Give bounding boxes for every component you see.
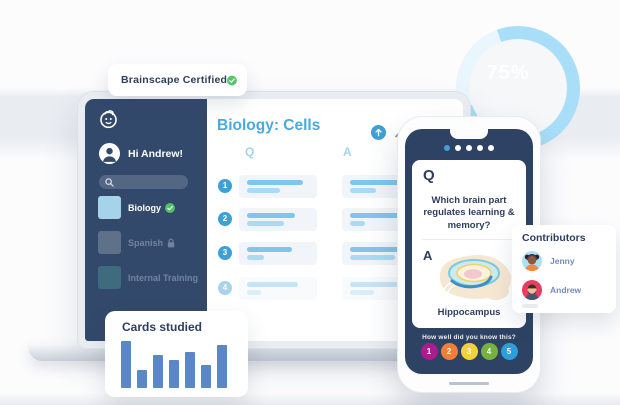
- skeleton-line: [350, 188, 376, 193]
- cards-studied-card: Cards studied: [105, 311, 248, 397]
- skeleton-line: [350, 213, 411, 218]
- greeting: Hi Andrew!: [128, 147, 184, 160]
- deck-label: Spanish: [128, 237, 164, 248]
- answer-text: Hippocampus: [437, 307, 501, 318]
- contributors-title: Contributors: [522, 232, 586, 244]
- bar: [185, 352, 195, 388]
- search-field[interactable]: [118, 176, 182, 188]
- sidebar: Hi Andrew! Biology: [85, 99, 207, 341]
- search-input[interactable]: [99, 175, 188, 189]
- skeleton-line: [247, 290, 262, 295]
- row-number: 3: [218, 246, 232, 260]
- avatar: [522, 251, 542, 271]
- question-label: Q: [423, 167, 435, 184]
- avatar: [522, 280, 542, 300]
- skeleton-line: [247, 221, 285, 226]
- pagination-dot[interactable]: [477, 145, 483, 151]
- certified-badge-label: Brainscape Certified: [121, 74, 228, 86]
- answer-label: A: [423, 248, 433, 263]
- lock-icon: [167, 238, 175, 247]
- check-icon: [227, 75, 237, 85]
- skeleton-line: [350, 180, 418, 185]
- phone-screen: Q Which brain part regulates learning & …: [405, 129, 533, 374]
- row-number: 2: [218, 212, 232, 226]
- background-bottom-band: [0, 393, 620, 405]
- bar-chart: [121, 338, 232, 388]
- bar: [201, 365, 211, 388]
- skeleton-line: [247, 188, 280, 193]
- certified-check-icon: [165, 202, 175, 213]
- question-card: [239, 175, 317, 198]
- question-card: [239, 242, 317, 265]
- row-number: 1: [218, 179, 232, 193]
- rating-buttons: 1 2 3 4 5: [405, 343, 533, 360]
- jenny-avatar-illustration: [524, 254, 540, 271]
- brainscape-logo-icon: [100, 109, 117, 129]
- row-number: 4: [218, 281, 232, 295]
- skeleton-line: [350, 290, 375, 295]
- progress-value: 75%: [486, 62, 530, 84]
- rating-button-3[interactable]: 3: [460, 343, 478, 360]
- rating-button-1[interactable]: 1: [420, 343, 438, 360]
- column-header-a: A: [343, 145, 352, 159]
- home-indicator: [449, 381, 489, 385]
- andrew-avatar-illustration: [525, 284, 539, 300]
- skeleton-line: [247, 255, 265, 260]
- rating-prompt: How well did you know this?: [422, 334, 516, 341]
- skeleton-line: [247, 282, 299, 287]
- skeleton-line: [522, 304, 538, 308]
- rating-button-2[interactable]: 2: [440, 343, 458, 360]
- column-header-q: Q: [245, 145, 255, 159]
- question-text: Which brain part regulates learning & me…: [423, 195, 515, 231]
- deck-label: Biology: [128, 202, 161, 213]
- share-button[interactable]: [371, 125, 386, 140]
- contributors-card: Contributors Jenny: [512, 225, 616, 313]
- skeleton-line: [350, 282, 400, 287]
- divider: [422, 239, 516, 240]
- flashcard[interactable]: Q Which brain part regulates learning & …: [412, 160, 526, 328]
- skeleton-line: [350, 255, 395, 260]
- chart-title: Cards studied: [122, 320, 203, 334]
- contributor-name: Jenny: [550, 256, 575, 266]
- contributor-andrew[interactable]: Andrew: [522, 280, 581, 300]
- skeleton-line: [350, 247, 421, 252]
- sidebar-item-spanish[interactable]: Spanish: [98, 231, 203, 254]
- pagination-dots: [405, 145, 533, 151]
- skeleton-line: [247, 180, 304, 185]
- contributor-jenny[interactable]: Jenny: [522, 251, 575, 271]
- sidebar-item-internal-training[interactable]: Internal Training: [98, 266, 203, 289]
- phone-notch: [450, 129, 488, 139]
- deck-thumbnail: [98, 266, 121, 289]
- rating-button-4[interactable]: 4: [480, 343, 498, 360]
- bar: [169, 360, 179, 388]
- search-icon: [105, 177, 114, 187]
- deck-thumbnail: [98, 196, 121, 219]
- pagination-dot[interactable]: [466, 145, 472, 151]
- deck-title: Biology: Cells: [217, 117, 321, 134]
- deck-thumbnail: [98, 231, 121, 254]
- rating-button-5[interactable]: 5: [500, 343, 518, 360]
- question-card: [239, 208, 317, 231]
- bar: [121, 341, 131, 388]
- pagination-dot[interactable]: [455, 145, 461, 151]
- skeleton-line: [247, 213, 296, 218]
- pagination-dot[interactable]: [444, 145, 450, 151]
- skeleton-line: [247, 247, 293, 252]
- arrow-up-icon: [375, 128, 382, 137]
- deck-label: Internal Training: [128, 272, 199, 283]
- brain-illustration: [439, 255, 511, 300]
- user-row: Hi Andrew!: [99, 143, 183, 164]
- contributor-name: Andrew: [550, 285, 582, 295]
- bar: [153, 355, 163, 388]
- bar: [217, 345, 227, 388]
- sidebar-item-biology[interactable]: Biology: [98, 196, 203, 219]
- certified-badge: Brainscape Certified: [108, 64, 247, 96]
- bar: [137, 370, 147, 388]
- user-avatar: [99, 143, 120, 164]
- question-card: [239, 277, 317, 300]
- pagination-dot[interactable]: [488, 145, 494, 151]
- skeleton-line: [350, 221, 366, 226]
